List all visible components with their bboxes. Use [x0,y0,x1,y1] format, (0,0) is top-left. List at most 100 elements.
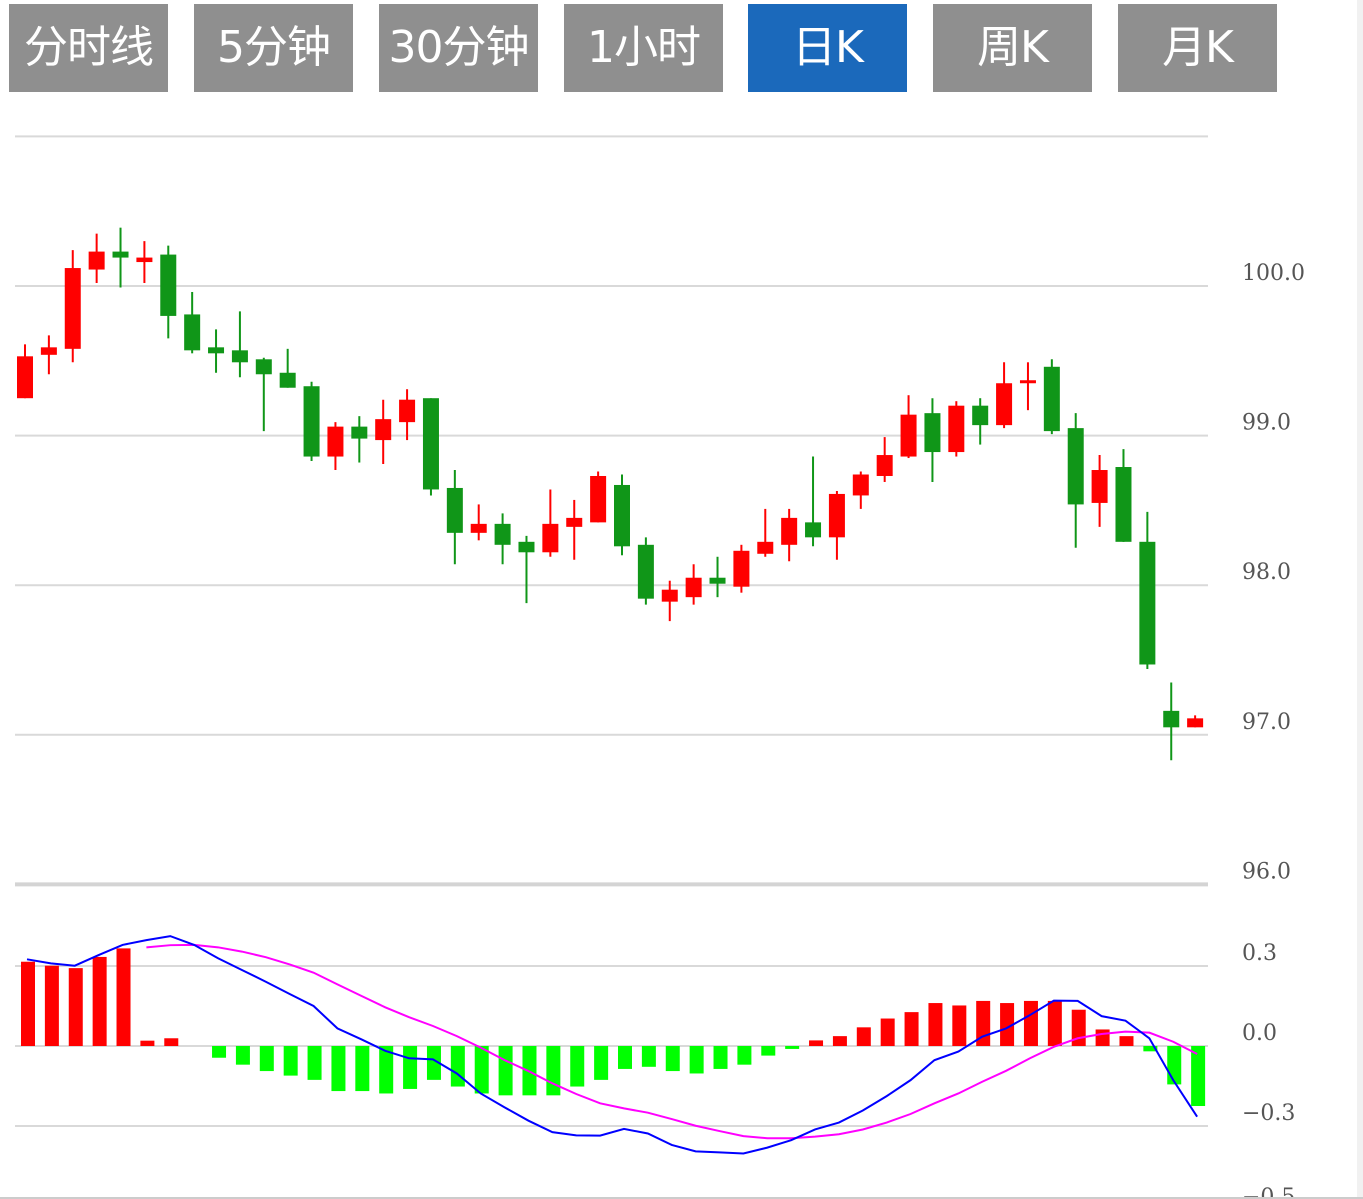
candle-up [1091,470,1108,503]
y-tick-label: 99.0 [1242,411,1291,436]
macd-bar [164,1038,179,1046]
tab-4[interactable]: 日K [748,4,907,92]
candle-up [685,577,702,598]
tab-0[interactable]: 分时线 [9,4,168,92]
macd-bar [92,956,107,1046]
candle-up [399,399,416,423]
candle-up [1187,718,1204,728]
macd-bar [212,1046,227,1058]
macd-bar [928,1003,943,1046]
candle-down [112,251,129,258]
tab-2[interactable]: 30分钟 [379,4,538,92]
tab-3[interactable]: 1小时 [564,4,723,92]
candle-down [709,577,726,584]
candle-up [781,517,798,545]
period-tabs: 分时线 5分钟 30分钟 1小时 日K 周K 月K [0,0,1363,100]
candle-down [972,405,989,426]
candle-up [876,455,893,476]
tab-1[interactable]: 5分钟 [194,4,353,92]
macd-bar [689,1046,704,1074]
macd-bar [235,1046,250,1065]
y-tick-label: −0.5 [1242,1185,1295,1199]
macd-bar [450,1046,465,1087]
candle-down [255,359,272,375]
macd-bar [116,948,131,1046]
macd-bar [498,1046,513,1096]
macd-bar [1119,1036,1134,1046]
macd-bar [331,1046,346,1092]
tab-5[interactable]: 周K [933,4,1092,92]
y-tick-label: 0.0 [1242,1021,1277,1046]
macd-bar [1143,1046,1158,1052]
candle-up [375,419,392,441]
candle-down [184,314,201,351]
candle-down [1139,541,1156,665]
macd-bar [283,1046,298,1076]
candle-down [446,487,463,533]
macd-bar [426,1046,441,1080]
candle-up [996,383,1013,426]
candle-down [518,541,535,553]
macd-bar [379,1046,394,1094]
macd-bar [570,1046,585,1087]
candle-up [852,474,869,496]
macd-bar [594,1046,609,1080]
macd-bar [1047,1000,1062,1046]
candle-up [733,550,750,587]
macd-bar [1023,1000,1038,1046]
candle-up [948,405,965,453]
candle-up [327,426,344,457]
macd-bar [307,1046,322,1080]
candle-up [88,251,105,270]
macd-bar [44,965,59,1046]
candle-down [208,347,225,354]
macd-bar [904,1012,919,1046]
candle-down [637,544,654,599]
candle-up [470,523,487,533]
tab-6[interactable]: 月K [1118,4,1277,92]
candle-up [64,268,81,349]
candle-down [1043,366,1060,432]
macd-bar [1167,1046,1182,1085]
dif-line [26,935,1198,1155]
candle-down [303,386,320,457]
macd-bar [1000,1003,1015,1046]
macd-bar [1095,1029,1110,1046]
macd-bar [785,1046,800,1049]
candle-up [661,589,678,602]
macd-bar [355,1046,370,1092]
candle-up [566,517,583,527]
candle-up [40,347,57,355]
candle-up [542,523,559,553]
candle-down [351,426,368,439]
candle-up [17,356,33,399]
candle-up [828,493,845,538]
y-tick-label: 0.3 [1242,941,1277,966]
macd-bar [546,1046,561,1096]
dea-line [146,943,1198,1140]
candle-down [1067,428,1084,505]
macd-bar [665,1046,680,1072]
candle-down [1115,467,1132,542]
y-tick-label: 96.0 [1242,859,1291,884]
candle-up [900,414,917,457]
candle-down [805,522,822,538]
macd-bar [761,1046,776,1056]
macd-bar [832,1036,847,1046]
candle-down [614,484,630,547]
y-tick-label: 98.0 [1242,560,1291,585]
macd-bar [403,1046,418,1089]
candle-up [757,541,774,554]
candle-down [422,398,439,490]
macd-bar [737,1046,752,1065]
candle-down [160,254,177,316]
macd-bar [259,1046,274,1072]
macd-bar [880,1018,895,1046]
macd-bar [713,1046,728,1069]
scrollbar-track [1357,0,1363,1199]
candle-up [136,257,153,263]
y-tick-label: −0.3 [1242,1101,1295,1126]
macd-bar [809,1040,824,1046]
candle-down [494,523,511,545]
